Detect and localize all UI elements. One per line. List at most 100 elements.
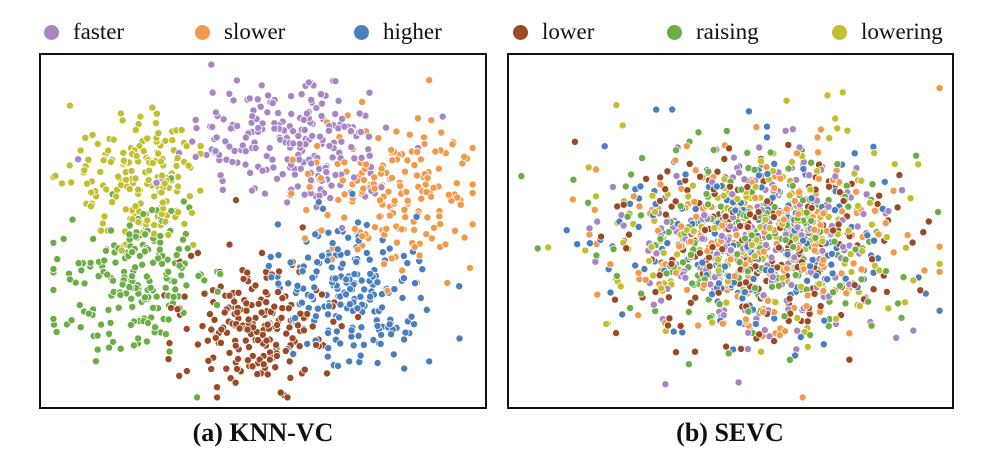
point-higher bbox=[791, 351, 800, 360]
point-lowering bbox=[602, 319, 611, 328]
point-raising bbox=[118, 280, 127, 289]
point-slower bbox=[379, 259, 388, 268]
point-higher bbox=[312, 267, 321, 276]
point-faster bbox=[608, 182, 617, 191]
point-slower bbox=[370, 173, 379, 182]
point-higher bbox=[735, 318, 744, 327]
point-lowering bbox=[57, 179, 66, 188]
point-slower bbox=[396, 181, 405, 190]
point-faster bbox=[263, 108, 272, 117]
point-lowering bbox=[196, 186, 205, 195]
point-slower bbox=[340, 190, 349, 199]
point-lowering bbox=[185, 192, 194, 201]
point-lowering bbox=[106, 158, 115, 167]
point-lower bbox=[676, 321, 685, 330]
point-lower bbox=[296, 309, 305, 318]
point-raising bbox=[170, 277, 179, 286]
point-raising bbox=[678, 258, 687, 267]
point-lowering bbox=[154, 129, 163, 138]
point-faster bbox=[315, 132, 324, 141]
point-lower bbox=[651, 287, 660, 296]
legend-label-lowering: lowering bbox=[861, 19, 943, 44]
point-slower bbox=[889, 186, 898, 195]
point-lowering bbox=[184, 161, 193, 170]
point-slower bbox=[392, 127, 401, 136]
point-lower bbox=[769, 212, 778, 221]
point-slower bbox=[387, 254, 396, 263]
point-lowering bbox=[158, 198, 167, 207]
point-higher bbox=[640, 265, 649, 274]
point-raising bbox=[138, 260, 147, 269]
point-lower bbox=[810, 289, 819, 298]
point-raising bbox=[65, 275, 74, 284]
point-raising bbox=[142, 337, 151, 346]
point-raising bbox=[97, 320, 106, 329]
point-lower bbox=[265, 355, 274, 364]
point-higher bbox=[762, 122, 771, 131]
point-lower bbox=[671, 197, 680, 206]
point-higher bbox=[880, 177, 889, 186]
point-lowering bbox=[858, 247, 867, 256]
point-lowering bbox=[98, 219, 107, 228]
point-faster bbox=[300, 190, 309, 199]
point-raising bbox=[156, 231, 165, 240]
point-slower bbox=[794, 209, 803, 218]
point-lower bbox=[893, 203, 902, 212]
point-lowering bbox=[139, 147, 148, 156]
point-higher bbox=[668, 105, 677, 114]
point-raising bbox=[140, 247, 149, 256]
point-lowering bbox=[189, 240, 198, 249]
point-lowering bbox=[831, 114, 840, 123]
point-lowering bbox=[867, 220, 876, 229]
point-lower bbox=[803, 317, 812, 326]
point-lower bbox=[875, 191, 884, 200]
point-raising bbox=[144, 318, 153, 327]
point-higher bbox=[362, 248, 371, 257]
point-lower bbox=[164, 355, 173, 364]
point-slower bbox=[675, 242, 684, 251]
point-lowering bbox=[618, 121, 627, 130]
point-faster bbox=[649, 300, 658, 309]
point-raising bbox=[68, 215, 77, 224]
point-faster bbox=[818, 246, 827, 255]
point-faster bbox=[294, 132, 303, 141]
point-slower bbox=[759, 247, 768, 256]
point-raising bbox=[662, 269, 671, 278]
point-lower bbox=[248, 362, 257, 371]
point-lowering bbox=[131, 126, 140, 135]
point-faster bbox=[331, 77, 340, 86]
point-higher bbox=[274, 279, 283, 288]
point-higher bbox=[823, 275, 832, 284]
point-lower bbox=[770, 337, 779, 346]
point-lower bbox=[234, 288, 243, 297]
point-lowering bbox=[713, 255, 722, 264]
point-higher bbox=[841, 274, 850, 283]
point-lower bbox=[262, 336, 271, 345]
point-raising bbox=[52, 327, 61, 336]
point-raising bbox=[135, 251, 144, 260]
point-lower bbox=[242, 306, 251, 315]
point-lower bbox=[743, 223, 752, 232]
point-raising bbox=[116, 290, 125, 299]
point-higher bbox=[385, 320, 394, 329]
point-raising bbox=[743, 148, 752, 157]
point-raising bbox=[155, 245, 164, 254]
point-raising bbox=[53, 255, 62, 264]
point-lowering bbox=[132, 151, 141, 160]
point-slower bbox=[441, 240, 450, 249]
point-lowering bbox=[173, 154, 182, 163]
point-slower bbox=[468, 180, 477, 189]
point-lower bbox=[251, 281, 260, 290]
point-faster bbox=[698, 234, 707, 243]
point-higher bbox=[387, 330, 396, 339]
point-higher bbox=[324, 228, 333, 237]
point-lower bbox=[286, 373, 295, 382]
point-higher bbox=[618, 310, 627, 319]
point-lower bbox=[203, 336, 212, 345]
point-faster bbox=[759, 291, 768, 300]
point-raising bbox=[107, 226, 116, 235]
point-higher bbox=[418, 265, 427, 274]
point-faster bbox=[672, 171, 681, 180]
legend-marker-slower bbox=[195, 24, 210, 40]
points-layer bbox=[49, 60, 477, 402]
